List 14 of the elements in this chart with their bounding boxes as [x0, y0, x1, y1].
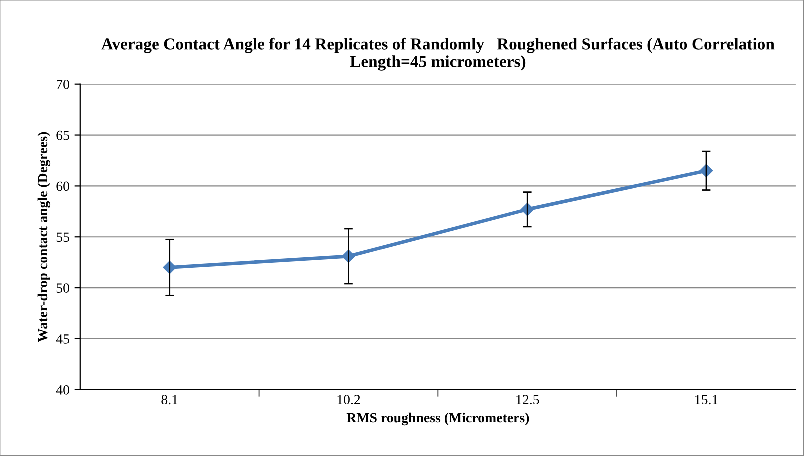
y-axis-title: Water-drop contact angle (Degrees) — [38, 132, 51, 342]
y-tick-label: 45 — [56, 334, 70, 344]
y-tick-label: 70 — [57, 80, 70, 90]
y-tick-label: 60 — [56, 182, 70, 192]
chart-title: Average Contact Angle for 14 Replicates of Randomly Roughened Surfaces (Auto Correlation Length=45 micrometers) — [102, 38, 775, 71]
y-tick-label: 40 — [56, 385, 70, 395]
x-tick-label: 15.1 — [696, 395, 718, 405]
x-axis-title: RMS roughness (Micrometers) — [346, 412, 530, 426]
x-tick-label: 12.5 — [516, 395, 540, 405]
y-tick-label: 50 — [56, 284, 70, 293]
x-tick-label: 10.2 — [338, 395, 360, 405]
y-tick-label: 65 — [56, 130, 70, 140]
x-tick-label: 8.1 — [162, 395, 178, 405]
y-tick-label: 55 — [56, 232, 70, 242]
